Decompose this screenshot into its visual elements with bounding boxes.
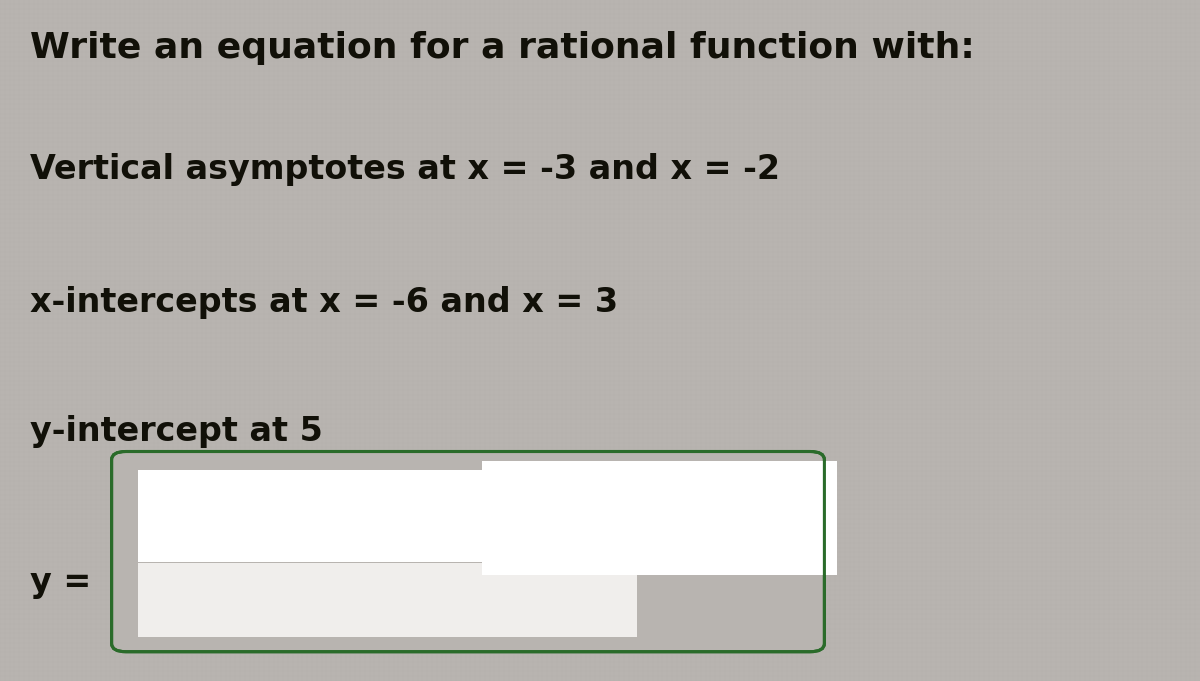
Text: Write an equation for a rational function with:: Write an equation for a rational functio… bbox=[30, 31, 974, 65]
Bar bbox=[481, 462, 838, 575]
Bar bbox=[138, 470, 740, 562]
FancyBboxPatch shape bbox=[112, 452, 824, 652]
Text: x-intercepts at x = -6 and x = 3: x-intercepts at x = -6 and x = 3 bbox=[30, 286, 618, 319]
Text: y-intercept at 5: y-intercept at 5 bbox=[30, 415, 323, 448]
Bar bbox=[138, 563, 637, 637]
Text: Vertical asymptotes at x = -3 and x = -2: Vertical asymptotes at x = -3 and x = -2 bbox=[30, 153, 780, 186]
Text: y =: y = bbox=[30, 566, 91, 599]
